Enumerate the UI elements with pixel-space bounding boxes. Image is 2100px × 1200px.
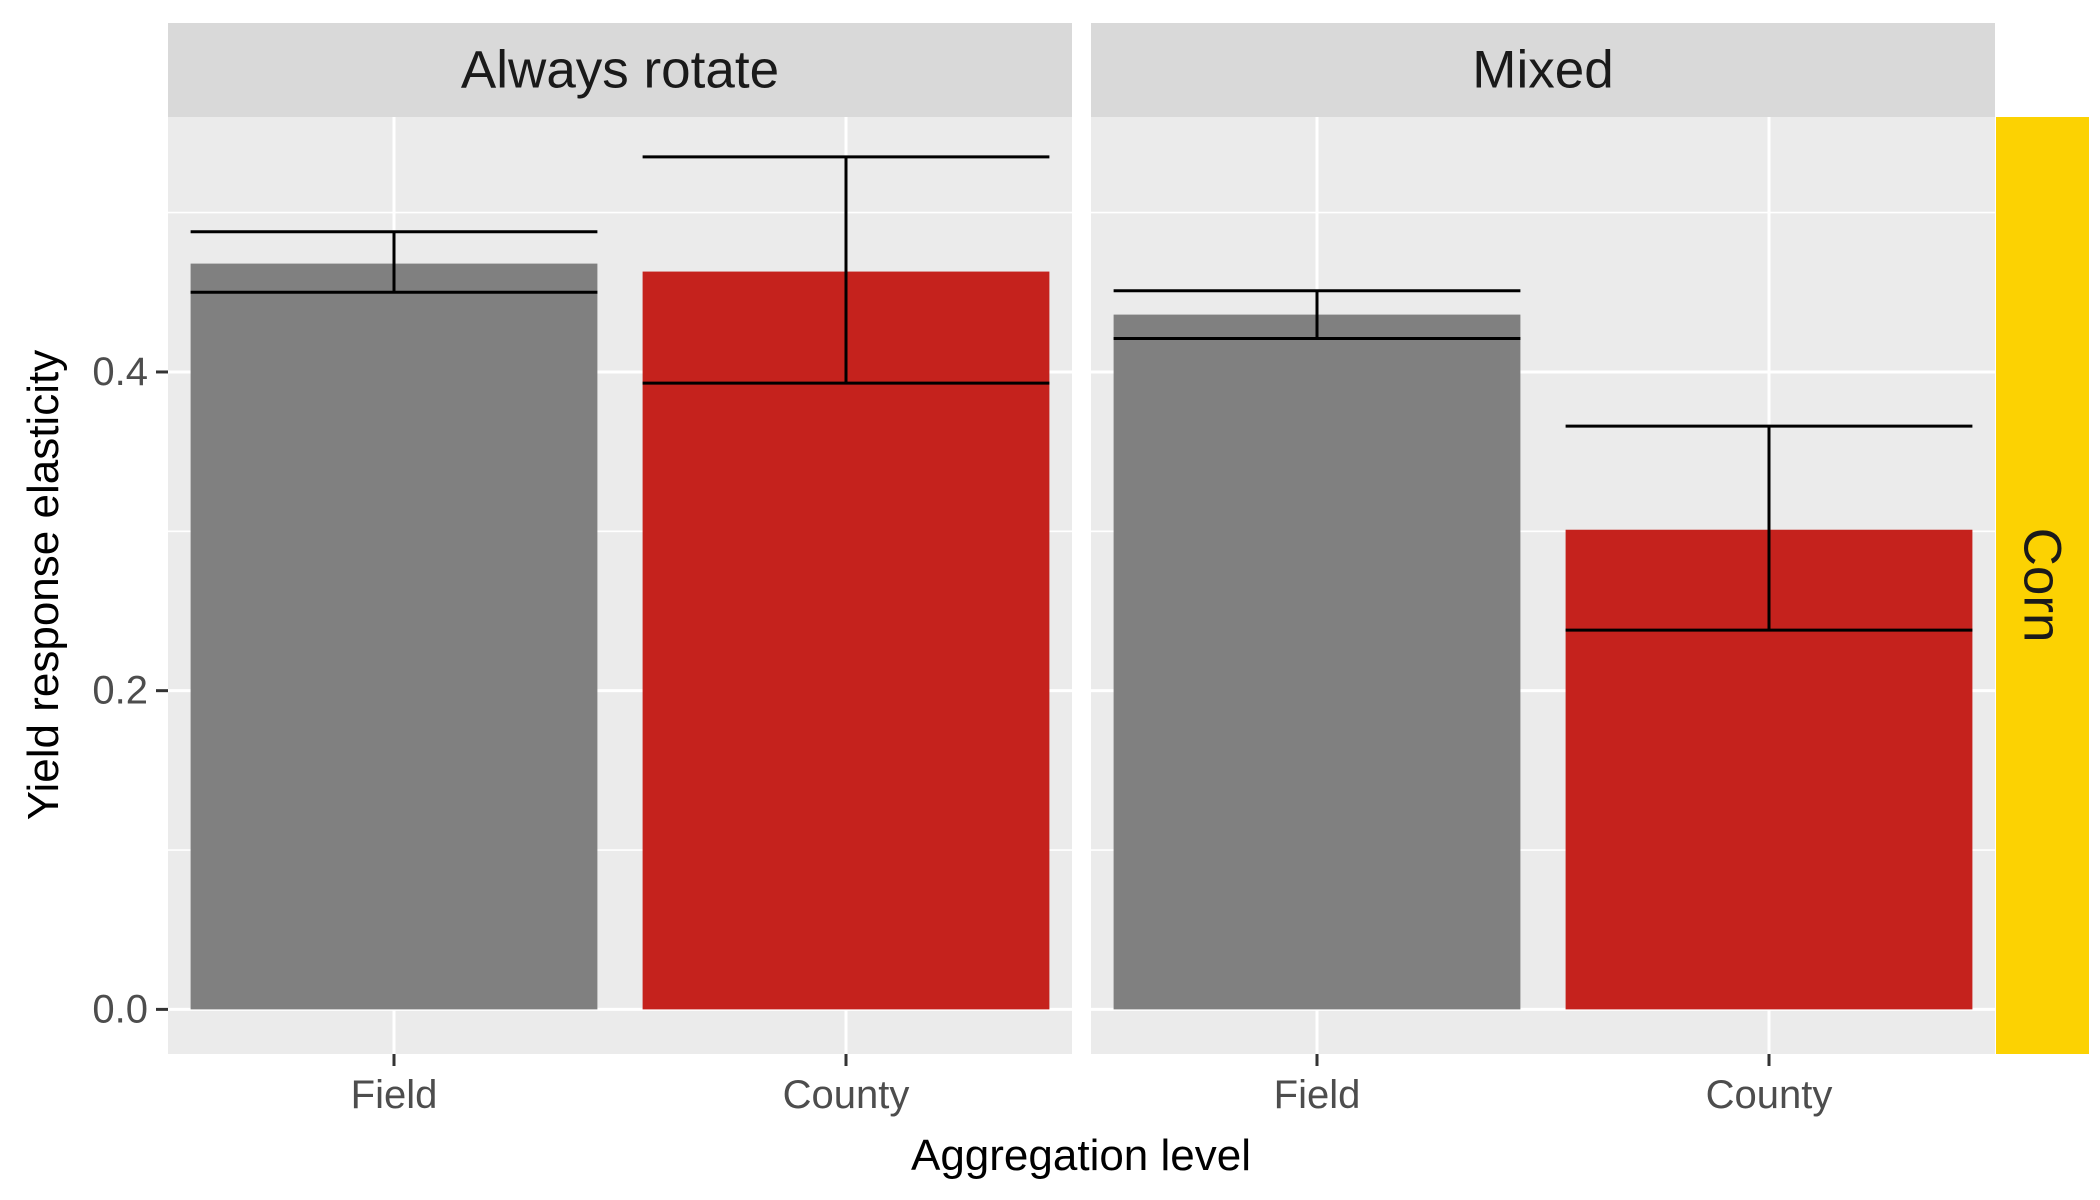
bar-county: [642, 271, 1050, 1010]
panel-1: Mixed Field County: [1091, 23, 1995, 1117]
y-tick-label: 0.2: [92, 669, 148, 713]
row-strip-background: [1996, 117, 2089, 1054]
row-strip-label: Corn: [2013, 528, 2072, 643]
y-axis-title: Yield response elasticity: [19, 350, 68, 820]
panel-strip-label: Always rotate: [461, 41, 779, 100]
panel-strip-label: Mixed: [1472, 41, 1613, 100]
y-tick-label: 0.0: [92, 987, 148, 1031]
x-tick-label: Field: [351, 1073, 438, 1117]
x-axis-title: Aggregation level: [911, 1131, 1251, 1180]
bar-field: [1113, 314, 1521, 1010]
panels-layer: Always rotate Field County Mixed Field County…: [92, 23, 1995, 1117]
panel-strip-background: [168, 23, 1072, 117]
x-tick-label: County: [783, 1073, 910, 1117]
x-tick-label: County: [1706, 1073, 1833, 1117]
panel-strip-background: [1091, 23, 1995, 117]
panel-0: Always rotate Field County: [168, 23, 1072, 1117]
y-tick-label: 0.4: [92, 350, 148, 394]
x-tick-label: Field: [1274, 1073, 1361, 1117]
bar-field: [190, 263, 598, 1010]
